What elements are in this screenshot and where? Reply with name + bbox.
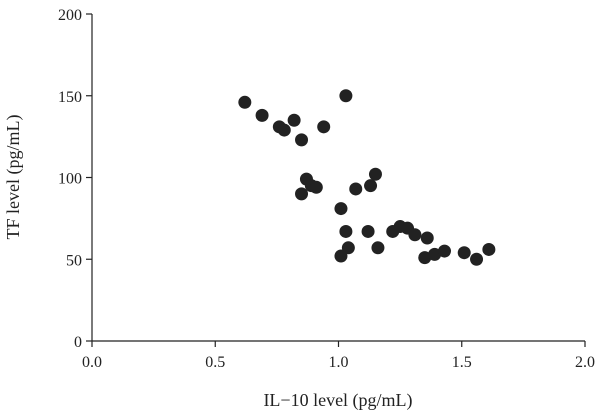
data-point: [420, 231, 434, 245]
y-tick-label: 200: [58, 7, 82, 24]
y-ticks: 0 50 100 150 200: [58, 7, 92, 351]
data-point: [364, 179, 378, 193]
data-point: [339, 89, 353, 103]
data-points: [238, 89, 496, 266]
y-axis-title: TF level (pg/mL): [3, 115, 24, 240]
data-point: [368, 167, 382, 181]
data-point: [482, 242, 496, 256]
data-point: [317, 120, 331, 134]
data-point: [295, 187, 309, 201]
x-tick-label: 1.0: [329, 354, 349, 371]
x-axis: 0.0 0.5 1.0 1.5 2.0: [82, 340, 595, 371]
x-tick-label: 2.0: [575, 354, 595, 371]
x-ticks: 0.0 0.5 1.0 1.5 2.0: [82, 341, 595, 371]
x-tick-label: 0.5: [205, 354, 225, 371]
data-point: [457, 246, 471, 260]
x-tick-label: 1.5: [452, 354, 472, 371]
data-point: [361, 224, 375, 238]
y-tick-label: 150: [58, 89, 82, 106]
data-point: [309, 180, 323, 194]
data-point: [428, 247, 442, 261]
y-tick-label: 0: [74, 334, 82, 351]
data-point: [408, 228, 422, 242]
x-tick-label: 0.0: [82, 354, 102, 371]
data-point: [418, 251, 432, 265]
data-point: [334, 249, 348, 263]
data-point: [277, 123, 291, 137]
data-point: [349, 182, 363, 196]
data-point: [339, 224, 353, 238]
y-axis: 0 50 100 150 200: [58, 7, 93, 351]
x-axis-title: IL−10 level (pg/mL): [263, 390, 412, 411]
data-point: [470, 252, 484, 266]
data-point: [437, 244, 451, 258]
data-point: [371, 241, 385, 255]
y-tick-label: 50: [66, 252, 82, 269]
y-tick-label: 100: [58, 171, 82, 188]
data-point: [295, 133, 309, 147]
data-point: [334, 202, 348, 216]
data-point: [238, 95, 252, 109]
data-point: [255, 108, 269, 122]
data-point: [287, 113, 301, 127]
